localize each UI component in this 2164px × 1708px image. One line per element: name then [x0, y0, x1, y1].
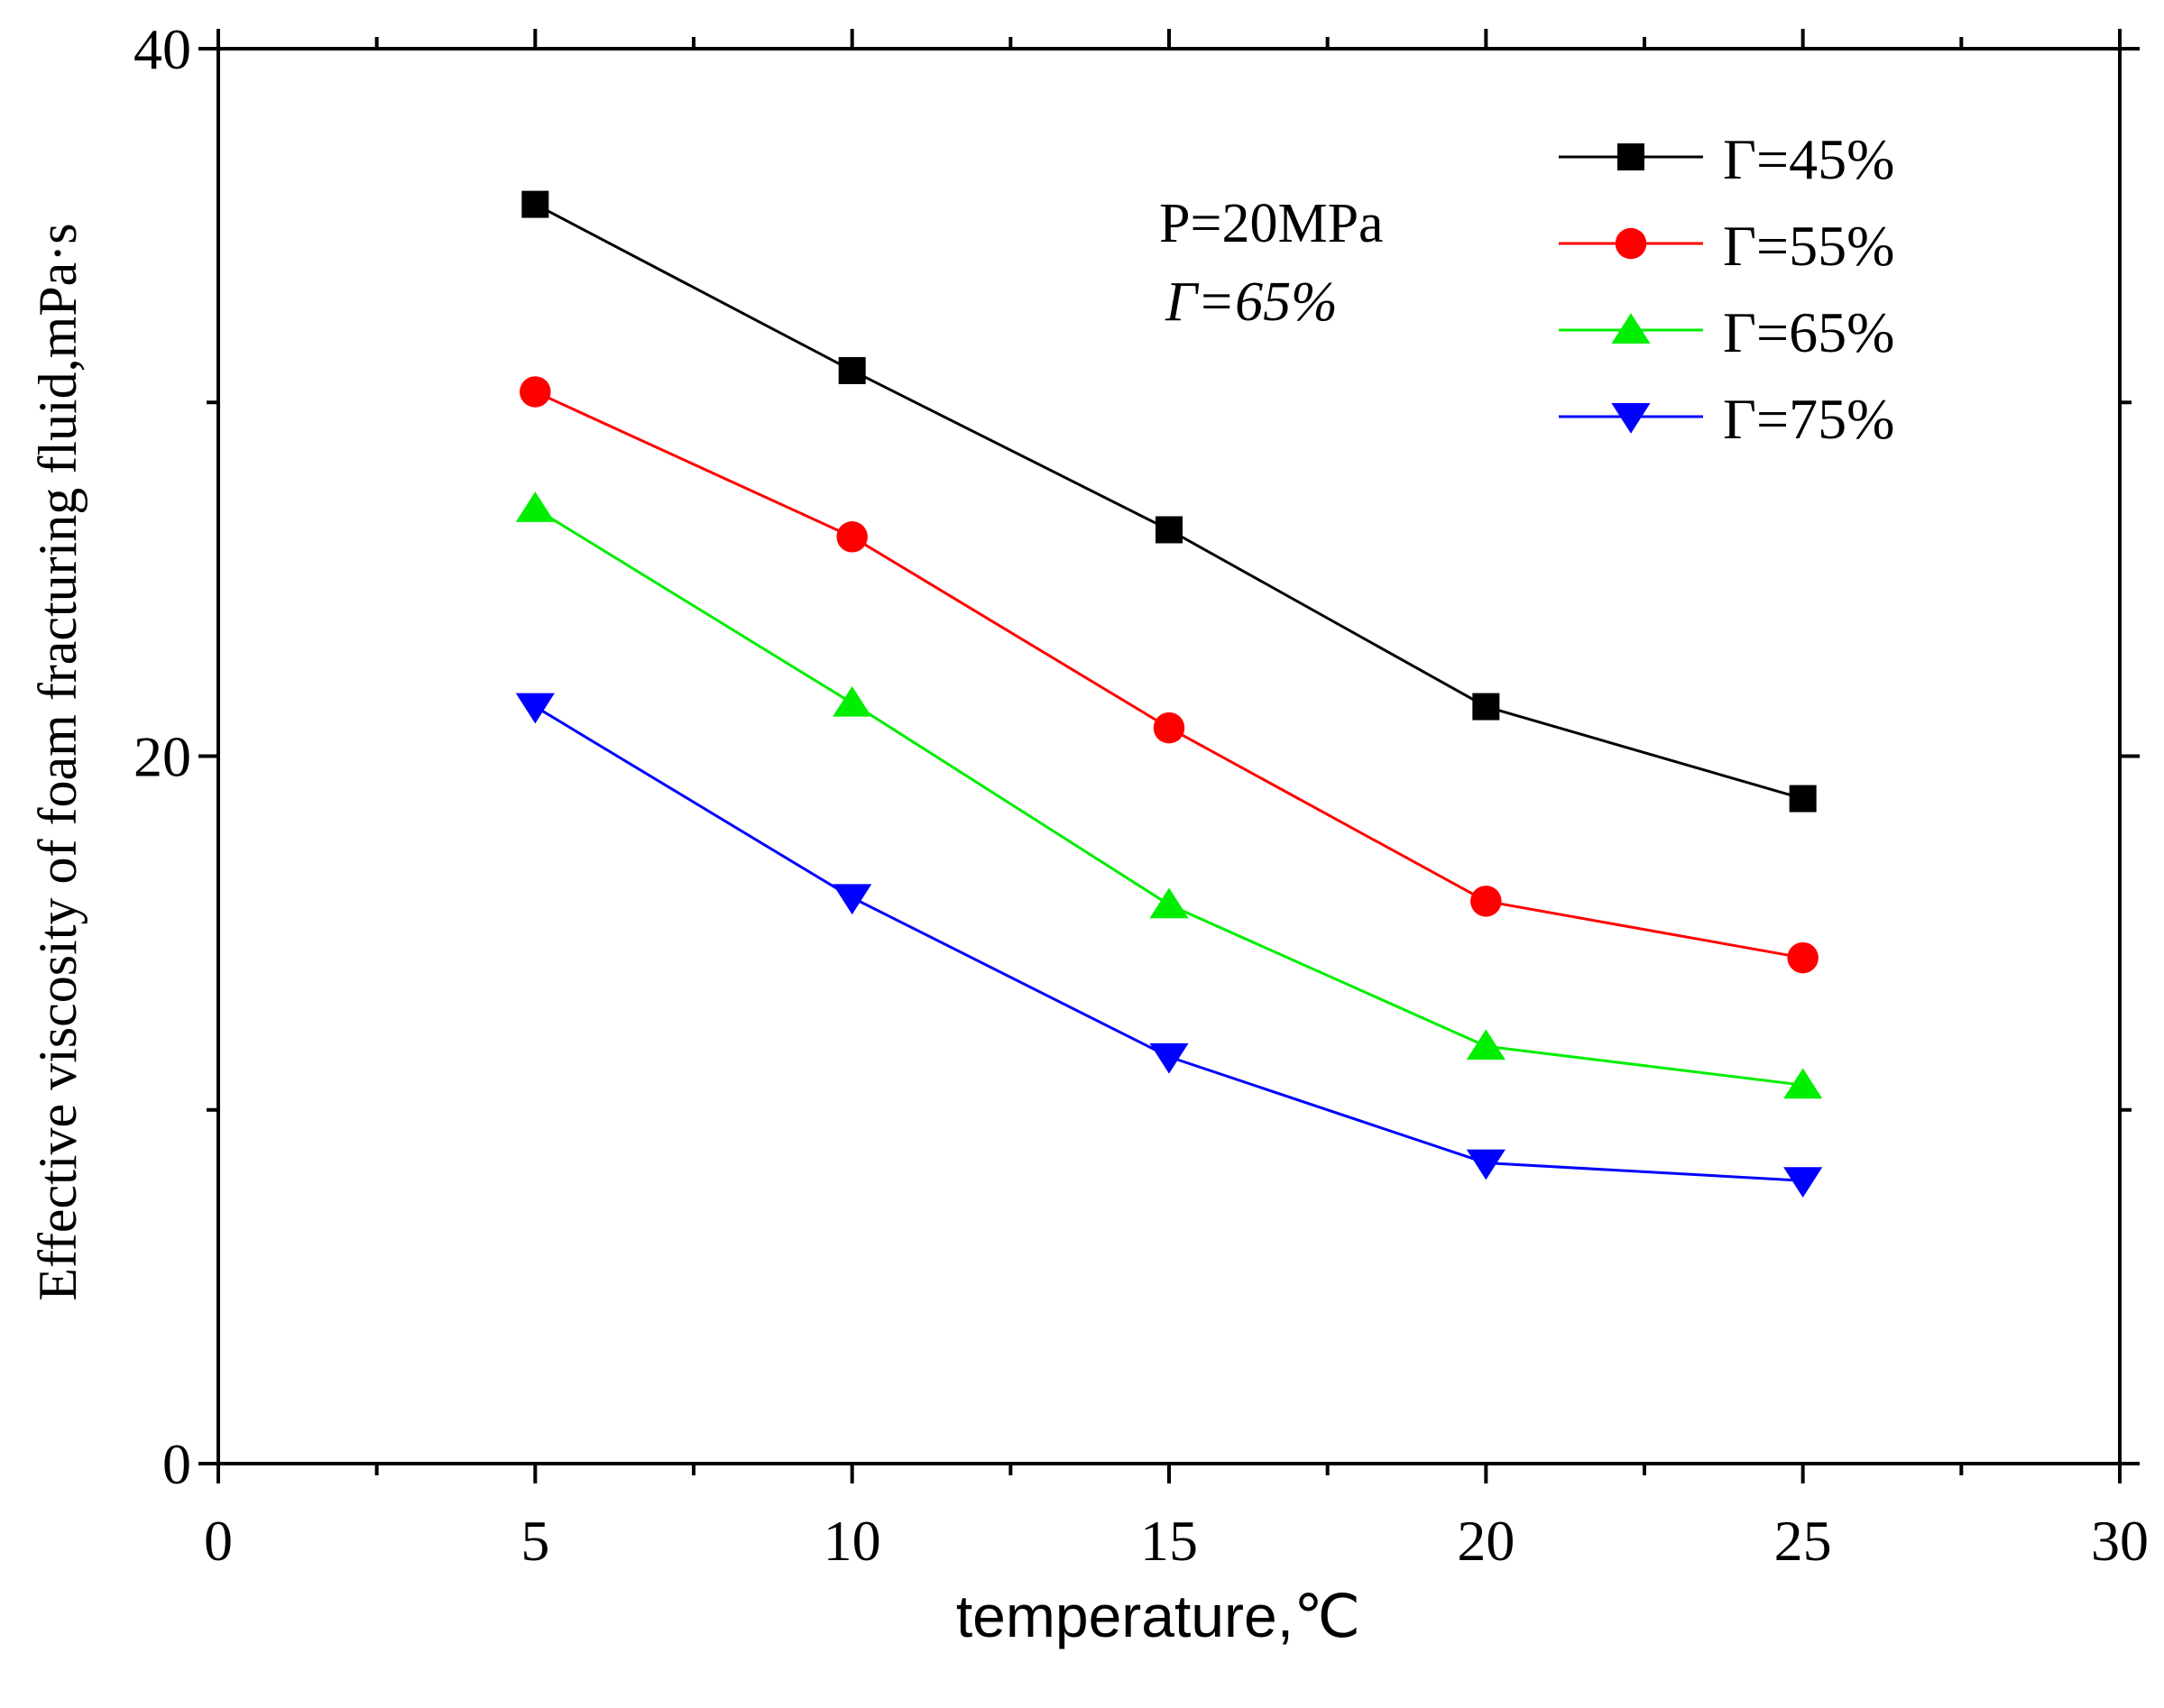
series-3 [515, 491, 1823, 1099]
data-point [520, 376, 551, 408]
data-point [1466, 1029, 1506, 1061]
data-point [838, 356, 866, 384]
x-tick-label: 30 [2091, 1509, 2149, 1573]
legend-label: Γ=65% [1723, 300, 1894, 364]
annotation-pressure: P=20MPa [1159, 193, 1384, 254]
data-point [836, 521, 868, 553]
data-point [1466, 1149, 1506, 1180]
data-point [1789, 785, 1817, 813]
series-1 [521, 190, 1817, 813]
legend: Γ=45% Γ=55% Γ=65% Γ=75% [1559, 127, 1894, 451]
x-tick-label: 15 [1140, 1509, 1198, 1573]
legend-label: Γ=45% [1723, 127, 1894, 191]
legend-marker [1615, 227, 1647, 260]
legend-marker [1611, 313, 1651, 344]
x-tick-label: 20 [1457, 1509, 1515, 1573]
y-tick-label: 40 [134, 17, 191, 81]
legend-label: Γ=55% [1723, 214, 1894, 278]
data-point [1470, 886, 1502, 917]
x-tick-label: 5 [520, 1509, 549, 1573]
data-point [515, 491, 555, 522]
data-point [1787, 941, 1819, 974]
series-4 [515, 693, 1823, 1198]
y-tick-label: 20 [134, 725, 191, 789]
y-axis-label: Effective viscosity of foam fracturing f… [28, 223, 87, 1300]
x-tick-label: 25 [1774, 1509, 1832, 1573]
data-point [833, 884, 872, 915]
series-2 [520, 376, 1819, 974]
legend-marker [1617, 143, 1644, 170]
series-group [515, 190, 1823, 1198]
x-tick-label: 10 [824, 1509, 881, 1573]
data-point [1149, 887, 1189, 919]
legend-item: Γ=55% [1559, 214, 1894, 278]
data-point [1783, 1167, 1823, 1198]
axes: 0 5 10 15 20 25 30 0 20 40 [134, 17, 2149, 1573]
annotation-gamma: Γ=65% [1165, 271, 1338, 333]
data-point [1156, 516, 1183, 544]
x-tick-label: 0 [204, 1509, 233, 1573]
legend-item: Γ=45% [1559, 127, 1894, 191]
data-point [1783, 1068, 1823, 1099]
data-point [1472, 693, 1500, 721]
data-point [1153, 712, 1185, 744]
data-point [515, 693, 555, 724]
x-axis-label: temperature,℃ [956, 1583, 1360, 1649]
legend-label: Γ=75% [1723, 387, 1894, 451]
data-point [833, 685, 872, 717]
legend-item: Γ=75% [1559, 387, 1894, 451]
data-point [1149, 1042, 1189, 1074]
legend-item: Γ=65% [1559, 300, 1894, 364]
data-point [521, 190, 549, 218]
y-tick-label: 0 [162, 1432, 191, 1496]
annotation: P=20MPa Γ=65% [1159, 193, 1384, 333]
legend-marker [1611, 403, 1651, 434]
